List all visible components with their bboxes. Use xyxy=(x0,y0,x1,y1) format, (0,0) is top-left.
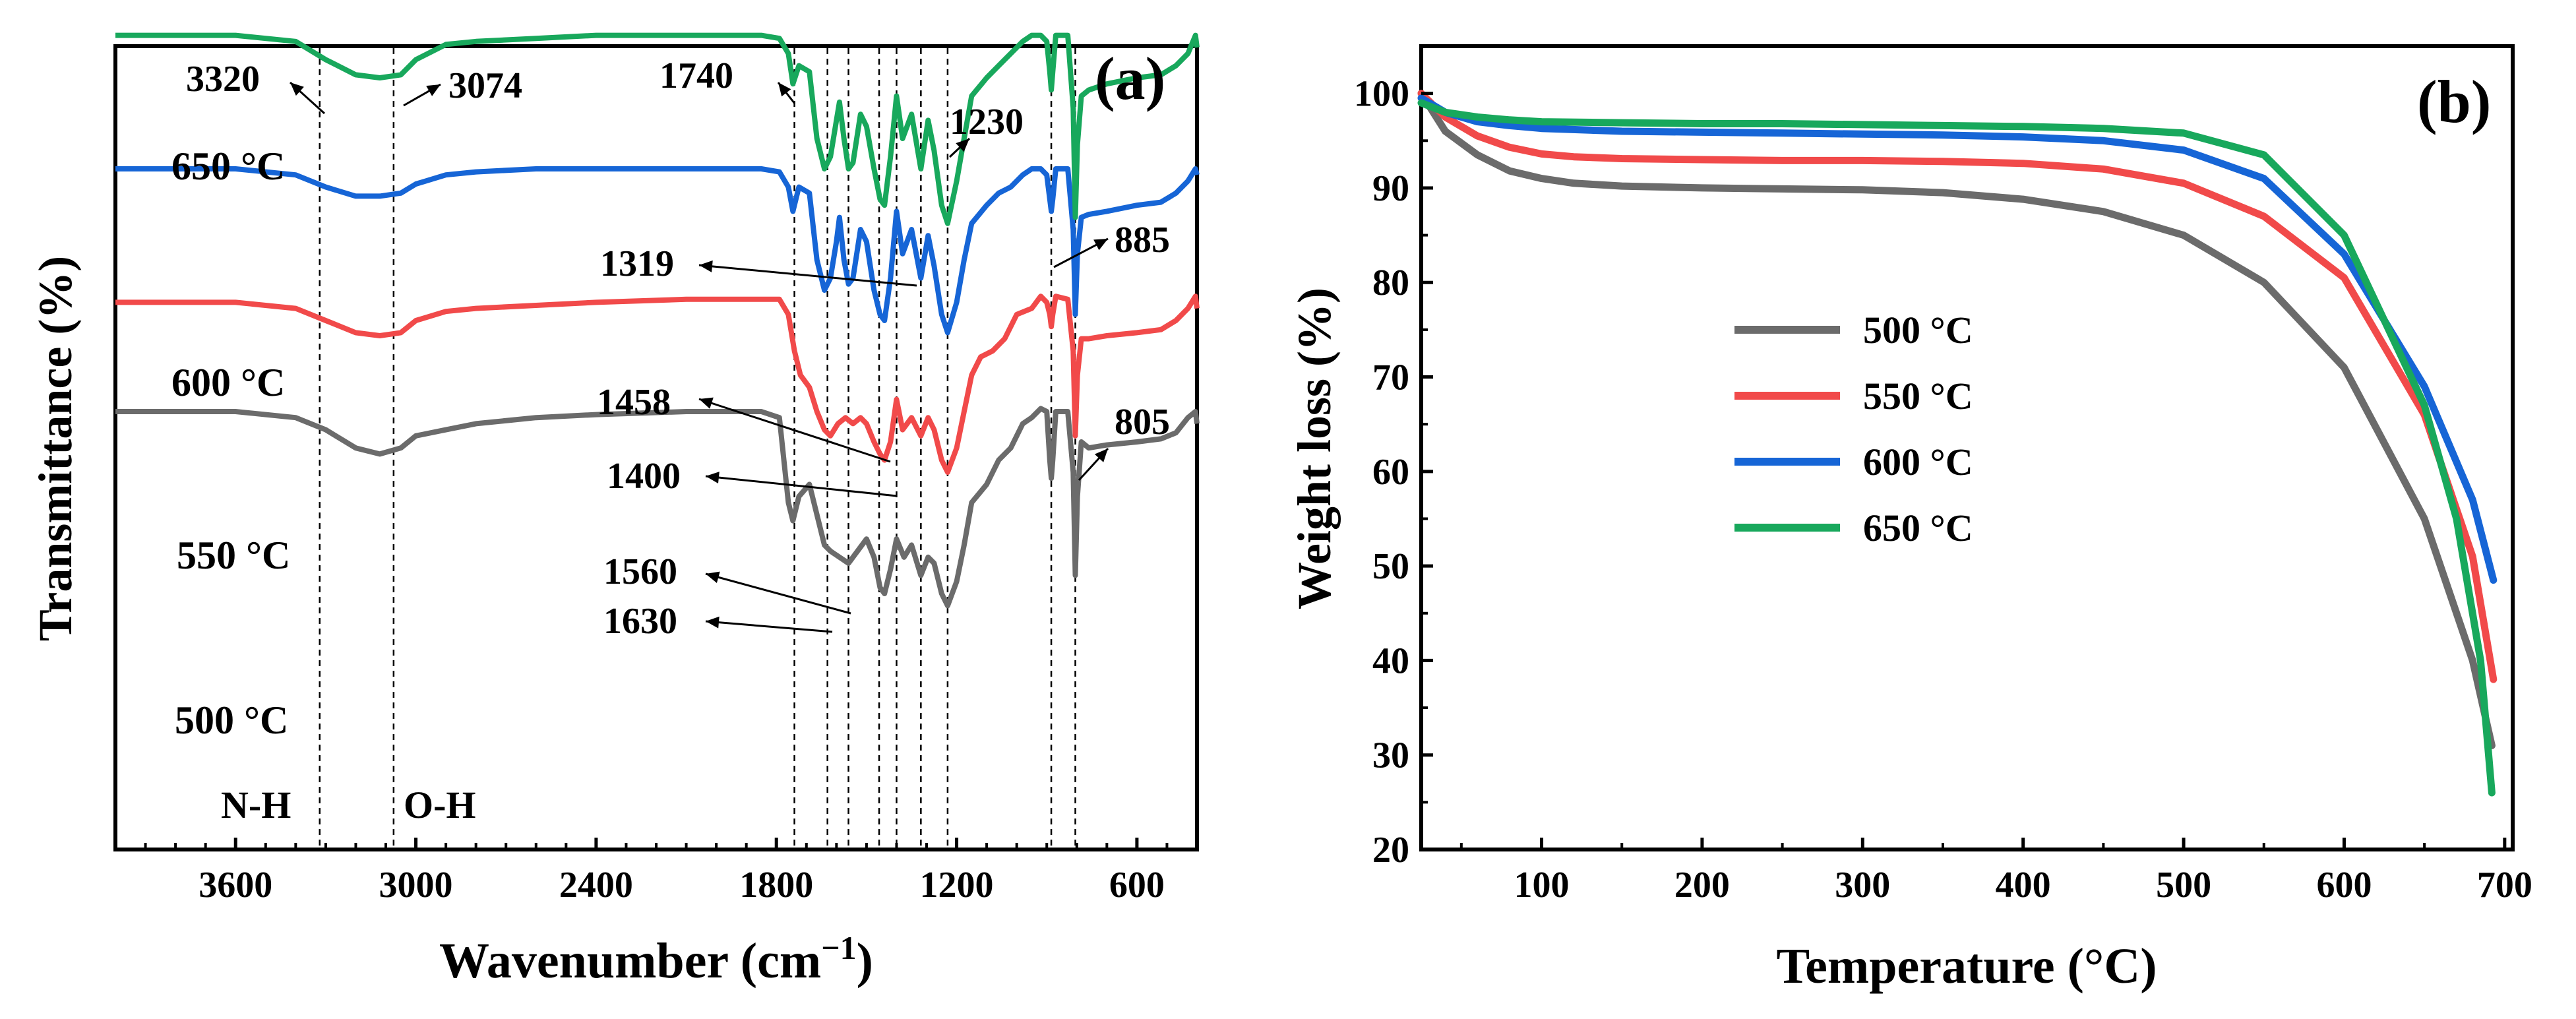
annotation-3320: 3320 xyxy=(186,59,260,100)
annotation-1319: 1319 xyxy=(600,243,674,284)
ftir-reference-lines xyxy=(319,48,1076,848)
arrow-1400-head xyxy=(706,472,720,484)
ftir-y-axis-title: Transmittance (%) xyxy=(29,256,82,642)
ftir-x-tick-label-1800: 1800 xyxy=(739,865,813,906)
ftir-series-500 xyxy=(115,406,1200,609)
arrow-3074-head xyxy=(426,84,441,96)
tga-x-tick-label-400: 400 xyxy=(1996,865,2051,906)
annotation-1458: 1458 xyxy=(597,382,671,423)
tga-x-tick-label-200: 200 xyxy=(1674,865,1730,906)
tga-x-tick-label-600: 600 xyxy=(2316,865,2372,906)
tga-series-600 xyxy=(1417,94,2498,584)
ftir-x-axis-title-sup: −1 xyxy=(821,929,857,966)
tga-y-axis-title: Weight loss (%) xyxy=(1288,288,1341,609)
tga-panel: 100 200 300 400 500 600 7002030405060708090100… xyxy=(1288,44,2532,994)
annotation-3074: 3074 xyxy=(448,65,522,106)
ftir-series-650 xyxy=(115,32,1200,226)
arrow-1319 xyxy=(698,264,917,287)
tga-plot-frame xyxy=(1419,44,2515,851)
arrow-1560-head xyxy=(706,571,720,583)
tga-y-tick-label-60: 60 xyxy=(1372,452,1409,493)
ftir-series-label-500: 500 °C xyxy=(175,698,288,742)
tga-x-tick-label-300: 300 xyxy=(1835,865,1890,906)
arrow-1230-head xyxy=(956,139,969,152)
ftir-x-tick-label-2400: 2400 xyxy=(559,865,633,906)
tga-series-500 xyxy=(1417,90,2496,749)
tga-x-axis-title: Temperature (°C) xyxy=(1776,939,2157,994)
tga-y-tick-label-100: 100 xyxy=(1354,74,1409,115)
ftir-series-label-650: 650 °C xyxy=(171,144,285,188)
legend-label-500: 500 °C xyxy=(1863,309,1973,352)
arrow-1400 xyxy=(705,475,898,497)
ftir-annotations xyxy=(289,81,1109,633)
ftir-series-group xyxy=(115,32,1200,609)
tga-series-550 xyxy=(1417,90,2498,683)
tga-x-tick-label-100: 100 xyxy=(1514,865,1570,906)
band-label-nh: N-H xyxy=(221,784,291,826)
legend-label-600: 600 °C xyxy=(1863,441,1973,483)
tga-panel-label: (b) xyxy=(2417,68,2491,135)
legend-label-650: 650 °C xyxy=(1863,507,1973,549)
tga-y-tick-label-80: 80 xyxy=(1372,262,1409,303)
ftir-panel: 3600 3000 2400 1800 1200 600 (a) 650 °C 600 °… xyxy=(29,32,1200,989)
ftir-series-label-550: 550 °C xyxy=(177,534,290,577)
band-label-oh: O-H xyxy=(404,784,476,826)
annotation-1230: 1230 xyxy=(950,102,1024,142)
tga-y-tick-label-30: 30 xyxy=(1372,735,1409,776)
arrow-1458 xyxy=(698,398,891,463)
ftir-x-ticks: 3600 3000 2400 1800 1200 600 xyxy=(144,838,1169,906)
ftir-series-600 xyxy=(115,166,1200,336)
ftir-series-label-600: 600 °C xyxy=(171,361,285,404)
ftir-x-axis-title-main: Wavenumber (cm xyxy=(439,933,821,989)
tga-y-tick-label-50: 50 xyxy=(1372,546,1409,587)
arrow-1458-head xyxy=(699,397,714,409)
ftir-x-tick-label-3000: 3000 xyxy=(379,865,453,906)
annotation-1740: 1740 xyxy=(659,55,733,96)
tga-ticks: 100 200 300 400 500 600 700 20 30 40 50 60 70 80 90 100 xyxy=(1354,74,2532,906)
ftir-x-tick-label-1200: 1200 xyxy=(920,865,994,906)
ftir-panel-label: (a) xyxy=(1095,45,1165,112)
arrow-1630-head xyxy=(706,616,720,629)
ftir-x-axis-title: Wavenumber (cm−1) xyxy=(439,929,873,989)
annotation-1560: 1560 xyxy=(603,551,677,592)
tga-series-650 xyxy=(1417,99,2496,797)
arrow-1630 xyxy=(705,620,833,633)
annotation-1630: 1630 xyxy=(603,601,677,642)
annotation-805: 805 xyxy=(1115,402,1170,443)
tga-y-tick-label-20: 20 xyxy=(1372,830,1409,871)
tga-x-tick-label-500: 500 xyxy=(2156,865,2211,906)
arrow-3320-head xyxy=(290,82,304,96)
tga-legend: 500 °C 550 °C 600 °C 650 °C xyxy=(1734,309,1973,549)
ftir-series-550 xyxy=(115,293,1200,475)
tga-x-tick-label-700: 700 xyxy=(2477,865,2532,906)
legend-label-550: 550 °C xyxy=(1863,375,1973,417)
ftir-x-tick-label-3600: 3600 xyxy=(199,865,272,906)
annotation-1400: 1400 xyxy=(607,456,681,497)
arrow-885-head xyxy=(1093,239,1108,251)
tga-series-group xyxy=(1417,90,2498,797)
arrow-805-head xyxy=(1094,448,1108,462)
tga-y-tick-label-40: 40 xyxy=(1372,640,1409,681)
ftir-x-axis-title-close: ) xyxy=(857,933,873,989)
arrow-1740-head xyxy=(778,82,791,97)
tga-y-tick-label-70: 70 xyxy=(1372,357,1409,398)
arrow-1560 xyxy=(705,572,851,615)
ftir-x-tick-label-600: 600 xyxy=(1109,865,1165,906)
tga-y-tick-label-90: 90 xyxy=(1372,168,1409,209)
annotation-885: 885 xyxy=(1115,220,1170,261)
arrow-1319-head xyxy=(699,260,713,272)
